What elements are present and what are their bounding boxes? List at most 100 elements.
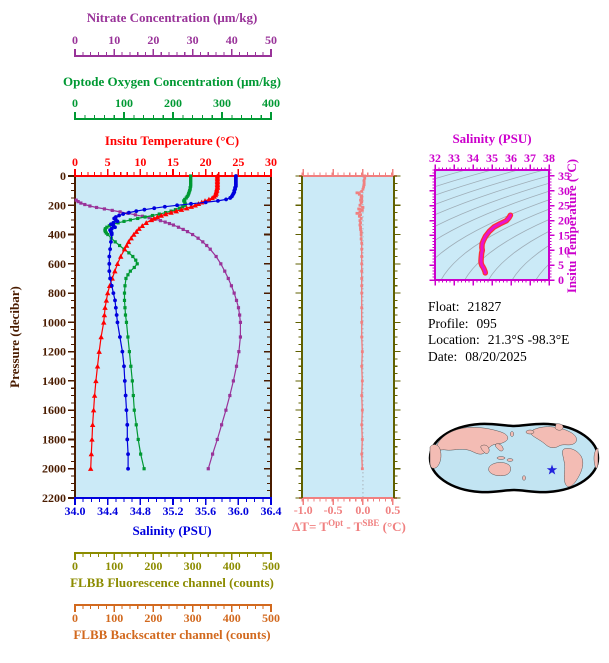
optode-oxygen-marker xyxy=(107,224,111,228)
delta-t-label-sup: Opt xyxy=(328,518,343,528)
delta-t-marker xyxy=(360,364,364,368)
ts-x-tick-label: 32 xyxy=(429,151,441,165)
isopycnal-contour xyxy=(435,182,549,227)
delta-t-marker xyxy=(360,269,364,273)
optode-oxygen-marker xyxy=(123,306,127,310)
salinity-marker xyxy=(109,239,113,244)
map-land-indonesia xyxy=(496,456,506,460)
delta-t-marker xyxy=(360,284,364,288)
salinity-marker xyxy=(115,219,120,224)
delta-t-marker xyxy=(361,187,365,191)
nitrate-marker xyxy=(229,284,234,288)
insitu-temperature-marker xyxy=(125,239,132,245)
salinity-tick-label: 36.0 xyxy=(228,504,249,518)
isopycnal-contour xyxy=(435,170,545,205)
main-profile-plot: 0200400600800100012001400160018002000220… xyxy=(42,33,282,625)
delta-t-label-sup: SBE xyxy=(362,518,379,528)
nitrate-marker xyxy=(133,213,137,217)
salinity-marker xyxy=(216,198,220,203)
backscatter-axis-title: FLBB Backscatter channel (counts) xyxy=(73,627,270,642)
nitrate-marker xyxy=(201,240,205,244)
salinity-marker xyxy=(152,206,157,211)
ts-salinity-title: Salinity (PSU) xyxy=(452,131,531,146)
salinity-marker xyxy=(107,254,112,259)
delta-t-marker xyxy=(360,194,364,198)
optode-oxygen-marker xyxy=(177,206,181,210)
ts-x-tick-label: 36 xyxy=(505,151,517,165)
salinity-marker xyxy=(203,200,208,205)
isopycnal-contour xyxy=(511,245,549,280)
ts-y-tick-label: 15 xyxy=(558,228,570,242)
nitrate-marker xyxy=(238,320,243,324)
insitu-temperature-marker xyxy=(123,242,130,248)
delta-t-marker xyxy=(360,262,364,266)
insitu-temperature-marker xyxy=(178,206,185,212)
pressure-tick-label: 800 xyxy=(48,286,66,300)
ts-x-tick-label: 35 xyxy=(486,151,498,165)
pressure-tick-label: 1400 xyxy=(42,374,66,388)
optode-oxygen-marker xyxy=(143,215,147,219)
salinity-marker xyxy=(122,379,127,383)
nitrate-marker xyxy=(181,227,185,232)
oxygen-tick-label: 0 xyxy=(72,96,78,110)
salinity-marker xyxy=(111,291,116,295)
location-label: Location: xyxy=(428,332,480,347)
pressure-tick-label: 400 xyxy=(48,228,66,242)
backscatter-tick-label: 500 xyxy=(262,611,280,625)
pressure-tick-label: 200 xyxy=(48,198,66,212)
delta-t-plot: -1.0 -0.5 0.0 0.5 xyxy=(294,169,401,517)
delta-t-marker xyxy=(360,291,364,295)
optode-oxygen-marker xyxy=(135,262,139,266)
salinity-marker xyxy=(126,452,130,456)
salinity-marker xyxy=(113,225,117,230)
optode-oxygen-marker xyxy=(113,240,117,244)
backscatter-tick-label: 200 xyxy=(144,611,162,625)
salinity-marker xyxy=(134,209,139,214)
delta-t-marker xyxy=(355,191,359,195)
salinity-tick-label: 35.2 xyxy=(163,504,184,518)
insitu-temperature-marker xyxy=(114,261,121,267)
nitrate-marker xyxy=(76,200,80,204)
salinity-axis-title: Salinity (PSU) xyxy=(132,523,211,538)
delta-t-marker xyxy=(362,185,365,189)
nitrate-marker xyxy=(220,423,224,427)
delta-tick-label: -0.5 xyxy=(324,503,343,517)
delta-t-marker xyxy=(357,192,361,196)
float-info-block: Float: 21827 Profile: 095 Location: 21.3°S … xyxy=(428,299,569,365)
insitu-temperature-marker xyxy=(184,205,190,211)
nitrate-marker xyxy=(167,221,172,226)
world-map xyxy=(428,422,600,494)
nitrate-marker xyxy=(94,205,99,210)
float-value: 21827 xyxy=(467,299,502,314)
float-label: Float: xyxy=(428,299,460,314)
nitrate-tick-label: 10 xyxy=(108,33,120,47)
delta-t-marker xyxy=(360,208,364,212)
optode-oxygen-marker xyxy=(126,335,130,339)
salinity-tick-label: 34.0 xyxy=(65,504,86,518)
nitrate-marker xyxy=(147,216,151,220)
salinity-marker xyxy=(118,335,122,339)
oxygen-tick-label: 100 xyxy=(115,96,133,110)
ts-x-tick-label: 37 xyxy=(524,151,536,165)
salinity-marker xyxy=(224,197,228,202)
delta-t-marker xyxy=(360,197,364,201)
ts-y-tick-label: 25 xyxy=(558,199,570,213)
profile-value: 095 xyxy=(476,315,497,331)
salinity-marker xyxy=(117,213,121,218)
delta-t-marker xyxy=(359,217,363,220)
delta-t-marker xyxy=(360,350,364,354)
insitu-temperature-marker xyxy=(206,196,212,202)
insitu-temperature-marker xyxy=(209,195,215,201)
optode-oxygen-marker xyxy=(127,350,131,354)
delta-t-marker xyxy=(360,320,364,324)
nitrate-marker xyxy=(158,219,163,223)
delta-t-marker xyxy=(360,189,364,193)
insitu-temperature-marker xyxy=(163,211,169,217)
delta-t-marker xyxy=(360,467,364,471)
delta-t-marker xyxy=(359,233,363,236)
salinity-marker xyxy=(108,276,113,281)
optode-oxygen-marker xyxy=(126,273,130,277)
oxygen-tick-label: 300 xyxy=(213,96,231,110)
nitrate-marker xyxy=(83,202,87,207)
optode-oxygen-marker xyxy=(129,364,133,368)
